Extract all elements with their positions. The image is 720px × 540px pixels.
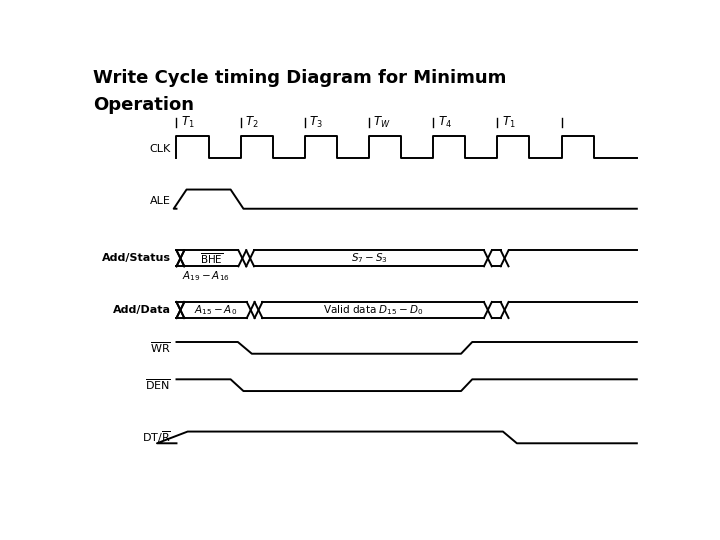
Text: $T_1$: $T_1$ bbox=[181, 115, 194, 130]
Text: Operation: Operation bbox=[93, 96, 194, 114]
Text: $\mathrm{DT}/\overline{\mathrm{R}}$: $\mathrm{DT}/\overline{\mathrm{R}}$ bbox=[142, 429, 171, 445]
Text: $\overline{\mathrm{WR}}$: $\overline{\mathrm{WR}}$ bbox=[150, 341, 171, 355]
Text: Add/Data: Add/Data bbox=[113, 305, 171, 315]
Text: $T_1$: $T_1$ bbox=[502, 115, 516, 130]
Text: $\overline{\mathrm{BHE}}$: $\overline{\mathrm{BHE}}$ bbox=[199, 251, 223, 266]
Text: $A_{19} - A_{16}$: $A_{19} - A_{16}$ bbox=[182, 269, 230, 283]
Text: $T_W$: $T_W$ bbox=[374, 115, 391, 130]
Text: $A_{15} - A_0$: $A_{15} - A_0$ bbox=[194, 303, 237, 317]
Text: Add/Status: Add/Status bbox=[102, 253, 171, 264]
Text: Write Cycle timing Diagram for Minimum: Write Cycle timing Diagram for Minimum bbox=[93, 69, 506, 87]
Text: $T_2$: $T_2$ bbox=[245, 115, 258, 130]
Text: Valid data $D_{15} - D_0$: Valid data $D_{15} - D_0$ bbox=[323, 303, 423, 317]
Text: $S_7 - S_3$: $S_7 - S_3$ bbox=[351, 252, 387, 265]
Text: CLK: CLK bbox=[150, 144, 171, 154]
Text: $T_4$: $T_4$ bbox=[438, 115, 451, 130]
Text: ALE: ALE bbox=[150, 196, 171, 206]
Text: $T_3$: $T_3$ bbox=[310, 115, 323, 130]
Text: $\overline{\mathrm{DEN}}$: $\overline{\mathrm{DEN}}$ bbox=[145, 378, 171, 393]
